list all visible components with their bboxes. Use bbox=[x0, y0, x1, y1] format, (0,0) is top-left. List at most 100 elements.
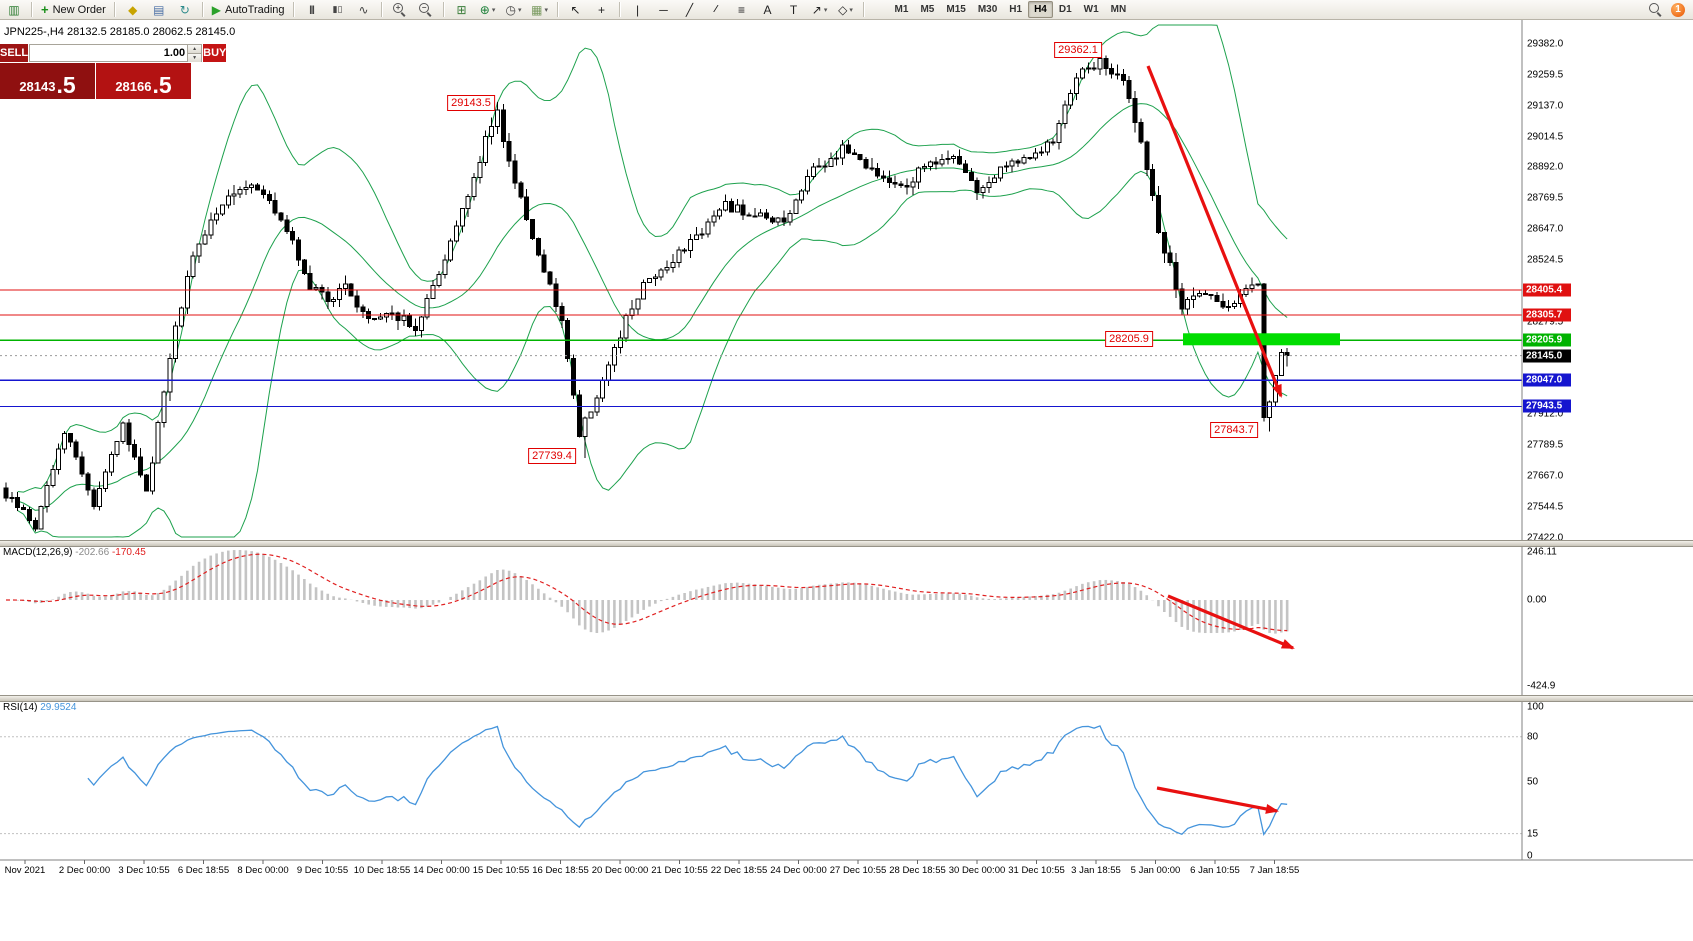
price-axis-label: 29014.5 bbox=[1527, 131, 1564, 143]
indicators-button[interactable]: ⊕ ▾ bbox=[475, 0, 501, 20]
volume-input[interactable] bbox=[30, 45, 188, 61]
timeframe-d1[interactable]: D1 bbox=[1058, 4, 1072, 15]
crosshair-button[interactable]: + bbox=[589, 0, 615, 20]
buy-button[interactable]: BUY bbox=[203, 44, 227, 62]
time-axis-label: 27 Dec 10:55 bbox=[829, 865, 887, 876]
buy-price-frac: .5 bbox=[152, 72, 172, 98]
arrows-button[interactable]: ↗ ▾ bbox=[807, 0, 833, 20]
price-axis-label: 27667.0 bbox=[1527, 470, 1564, 482]
price-annotation: 27739.4 bbox=[528, 448, 576, 464]
rsi-axis-label: 100 bbox=[1527, 701, 1544, 713]
panel-icon: ▤ bbox=[153, 2, 165, 17]
periods-button[interactable]: ◷ ▾ bbox=[501, 0, 527, 20]
timeframe-m1[interactable]: M1 bbox=[894, 4, 909, 15]
shapes-button[interactable]: ◇ ▾ bbox=[833, 0, 859, 20]
chart-window: JPN225-,H4 28132.5 28185.0 28062.5 28145… bbox=[0, 20, 1693, 941]
fibonacci-button[interactable]: ≡ bbox=[729, 0, 755, 20]
rsi-axis-label: 50 bbox=[1527, 776, 1539, 787]
volume-down-button[interactable]: ▼ bbox=[188, 54, 202, 62]
buy-price[interactable]: 28166.5 bbox=[96, 63, 191, 99]
tile-windows-button[interactable]: ⊞ bbox=[449, 0, 475, 20]
trendline-button[interactable]: ╱ bbox=[677, 0, 703, 20]
search-icon[interactable] bbox=[1648, 2, 1663, 17]
price-axis-label: 29382.0 bbox=[1527, 38, 1564, 50]
text-button[interactable]: A bbox=[755, 0, 781, 20]
chart-candles-button[interactable]: ▮▯ bbox=[325, 0, 351, 20]
mag-plus-icon: + bbox=[392, 2, 407, 17]
macd-histogram bbox=[10, 550, 1289, 634]
support-zone[interactable] bbox=[1183, 333, 1340, 346]
templates-button[interactable]: ▦ ▾ bbox=[527, 0, 553, 20]
price-marker: 28145.0 bbox=[1523, 349, 1571, 363]
timeframe-h4[interactable]: H4 bbox=[1028, 1, 1053, 18]
timeframe-m5[interactable]: M5 bbox=[920, 4, 935, 15]
window-splitter-rsi[interactable] bbox=[0, 695, 1693, 702]
timeframe-w1[interactable]: W1 bbox=[1083, 4, 1099, 15]
toolbar-group: ▶ AutoTrading bbox=[207, 0, 290, 20]
zoom-out-button[interactable]: − bbox=[413, 0, 439, 20]
mag-minus-icon: − bbox=[418, 2, 433, 17]
trend-arrow[interactable] bbox=[1156, 786, 1278, 813]
chevron-down-icon: ▾ bbox=[491, 6, 496, 14]
trend-arrow[interactable] bbox=[1167, 594, 1294, 650]
terminal-button[interactable]: ▤ bbox=[146, 0, 172, 20]
price-axis-label: 28892.0 bbox=[1527, 161, 1564, 173]
channel-button[interactable]: ∕∕ bbox=[703, 0, 729, 20]
toolbar-right: 1 bbox=[1648, 2, 1693, 17]
volume-up-button[interactable]: ▲ bbox=[188, 45, 202, 54]
horizontal-line-button[interactable]: ─ bbox=[651, 0, 677, 20]
toolbar-group: ◆ ▤ ↻ bbox=[119, 0, 199, 20]
time-axis-label: 30 Dec 00:00 bbox=[948, 865, 1006, 876]
timeframe-m15[interactable]: M15 bbox=[946, 4, 966, 15]
toolbar: ▥ + New Order ◆ ▤ ↻ ▶ AutoTrading ||| ▮▯ ∿ + − ⊞ ⊕ ▾ ◷ ▾ ▦… bbox=[0, 0, 1693, 20]
notification-badge[interactable]: 1 bbox=[1671, 2, 1685, 17]
refresh-button[interactable]: ↻ bbox=[172, 0, 198, 20]
bars-icon: ||| bbox=[309, 4, 314, 14]
price-axis-label: 28524.5 bbox=[1527, 254, 1564, 266]
toolbar-separator bbox=[556, 2, 559, 17]
vertical-line-button[interactable]: | bbox=[625, 0, 651, 20]
fibo-icon: ≡ bbox=[738, 2, 746, 17]
play-icon: ▶ bbox=[211, 2, 222, 17]
toolbar-separator bbox=[292, 2, 295, 17]
new-order-button-label: New Order bbox=[52, 3, 106, 16]
trade-panel-top-row: SELL ▲ ▼ BUY bbox=[0, 44, 227, 62]
time-axis-label: 15 Dec 10:55 bbox=[472, 865, 530, 876]
metaeditor-button[interactable]: ◆ bbox=[120, 0, 146, 20]
chevron-down-icon: ▾ bbox=[518, 6, 522, 14]
new-order-button[interactable]: + New Order bbox=[37, 0, 110, 20]
rsi-axis-label: 15 bbox=[1527, 828, 1539, 840]
label-button[interactable]: T bbox=[781, 0, 807, 20]
sell-price-int: 28143 bbox=[19, 79, 56, 94]
toolbar-group: ↖ + bbox=[562, 0, 616, 20]
time-axis-label: 14 Dec 00:00 bbox=[413, 865, 470, 876]
timeframe-m30[interactable]: M30 bbox=[977, 4, 998, 15]
time-axis-label: 21 Dec 10:55 bbox=[651, 865, 708, 876]
price-axis-label: 29137.0 bbox=[1527, 100, 1564, 112]
price-annotation: 29143.5 bbox=[447, 95, 495, 111]
timeframe-mn[interactable]: MN bbox=[1110, 4, 1127, 15]
window-splitter-macd[interactable] bbox=[0, 540, 1693, 547]
macd-name: MACD(12,26,9) bbox=[3, 547, 73, 558]
toolbar-separator bbox=[618, 2, 621, 17]
toolbar-group: |─╱∕∕ ≡ AT↗▾◇▾ bbox=[624, 0, 860, 20]
one-click-trading-panel: SELL ▲ ▼ BUY 28143.5 28166.5 bbox=[0, 44, 227, 99]
order-plus-icon: + bbox=[41, 2, 49, 17]
chart-bars-button[interactable]: ||| bbox=[299, 0, 325, 20]
rsi-axis-label: 80 bbox=[1527, 731, 1539, 743]
bollinger-lower-band bbox=[17, 170, 1288, 538]
trend-arrow[interactable] bbox=[1146, 65, 1283, 397]
toolbar-group: ⊞ ⊕ ▾ ◷ ▾ ▦ ▾ bbox=[448, 0, 554, 20]
zoom-in-button[interactable]: + bbox=[387, 0, 413, 20]
autotrading-button[interactable]: ▶ AutoTrading bbox=[208, 0, 289, 20]
time-axis-label: 10 Dec 18:55 bbox=[353, 865, 411, 876]
sell-price[interactable]: 28143.5 bbox=[0, 63, 95, 99]
new-chart-button[interactable]: ▥ bbox=[1, 0, 27, 20]
bollinger-middle-band bbox=[17, 103, 1288, 511]
timeframe-h1[interactable]: H1 bbox=[1009, 4, 1023, 15]
chart-line-button[interactable]: ∿ bbox=[351, 0, 377, 20]
sell-button[interactable]: SELL bbox=[0, 44, 29, 62]
chart-canvas[interactable] bbox=[0, 20, 1693, 941]
grid2-icon: ▦ bbox=[531, 2, 543, 17]
cursor-button[interactable]: ↖ bbox=[563, 0, 589, 20]
